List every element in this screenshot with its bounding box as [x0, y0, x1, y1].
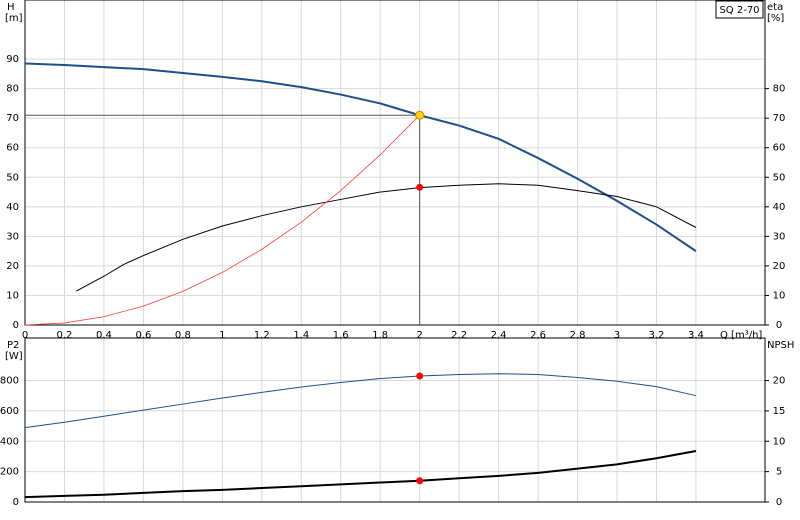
y2-tick-label: 60 [773, 143, 786, 154]
series-line [24, 449, 697, 499]
x-tick-label: 3.2 [649, 330, 665, 341]
point-marker [416, 183, 424, 191]
series-line [24, 62, 697, 252]
y-tick-label: 30 [6, 231, 19, 242]
y2-label: eta [767, 2, 783, 13]
y2-tick-label: 40 [773, 202, 786, 213]
y-tick-label: 20 [6, 261, 19, 272]
y2-unit: [%] [767, 13, 784, 24]
x-tick-label: 0 [22, 330, 28, 341]
y2-tick-label: 10 [773, 436, 786, 447]
point-marker [415, 110, 425, 120]
y2-tick-label: 5 [776, 467, 782, 478]
x-tick-label: 3 [614, 330, 620, 341]
y2-tick-label: 80 [773, 84, 786, 95]
y2-tick-label: 20 [773, 261, 786, 272]
y-tick-label: 80 [6, 84, 19, 95]
x-tick-label: 2 [416, 330, 422, 341]
series-line [24, 373, 697, 429]
y-tick-label: 50 [6, 172, 19, 183]
y-tick-label: 200 [0, 467, 19, 478]
y-tick-label: 800 [0, 376, 19, 387]
x-tick-label: 1.4 [293, 330, 309, 341]
x-label: Q [m³/h] [720, 330, 762, 341]
x-tick-label: 3.4 [688, 330, 704, 341]
y-tick-label: 40 [6, 202, 19, 213]
y2-tick-label: 15 [773, 406, 786, 417]
series-line [24, 114, 420, 326]
x-tick-label: 2.4 [491, 330, 507, 341]
y-unit: [m] [5, 13, 23, 24]
x-tick-label: 1.8 [372, 330, 388, 341]
y-tick-label: 60 [6, 143, 19, 154]
y2-tick-label: 30 [773, 231, 786, 242]
y-tick-label: 400 [0, 436, 19, 447]
x-tick-label: 2.6 [530, 330, 546, 341]
x-tick-label: 0.4 [96, 330, 112, 341]
y-tick-label: 0 [13, 320, 19, 331]
y-unit: [W] [5, 351, 23, 362]
x-tick-label: 0.8 [175, 330, 191, 341]
y2-tick-label: 70 [773, 113, 786, 124]
y2-tick-label: 0 [776, 497, 782, 508]
x-tick-label: 1.6 [333, 330, 349, 341]
y-label: P2 [7, 340, 19, 351]
y-tick-label: 90 [6, 54, 19, 65]
y2-label: NPSH [767, 340, 794, 351]
x-tick-label: 2.8 [570, 330, 586, 341]
y-tick-label: 600 [0, 406, 19, 417]
y-tick-label: 0 [13, 497, 19, 508]
x-tick-label: 0.6 [135, 330, 151, 341]
plot-frame [24, 337, 766, 503]
plot-frame [24, 0, 766, 326]
x-tick-label: 2.2 [451, 330, 467, 341]
legend-box [715, 0, 764, 19]
x-tick-label: 1.2 [254, 330, 270, 341]
point-marker [416, 477, 424, 485]
point-marker [416, 372, 424, 380]
x-tick-label: 0.2 [57, 330, 73, 341]
series-line [76, 183, 697, 292]
x-tick-label: 1 [219, 330, 225, 341]
y2-tick-label: 50 [773, 172, 786, 183]
y2-tick-label: 20 [773, 376, 786, 387]
y2-tick-label: 10 [773, 290, 786, 301]
y-label: H [7, 2, 15, 13]
legend-title: SQ 2-70 [719, 5, 759, 16]
y2-tick-label: 0 [776, 320, 782, 331]
y-tick-label: 10 [6, 290, 19, 301]
y-tick-label: 70 [6, 113, 19, 124]
